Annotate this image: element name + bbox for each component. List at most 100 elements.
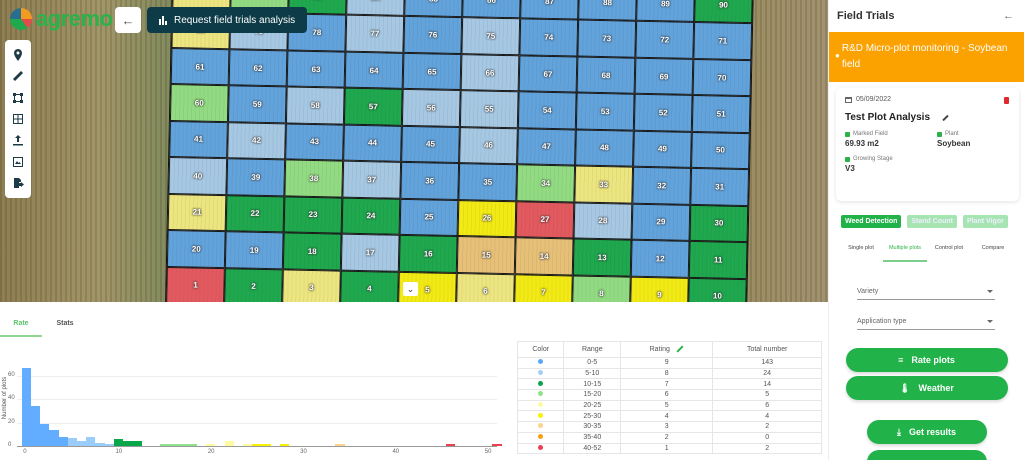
plot-cell[interactable]: 43: [285, 123, 344, 161]
plot-cell[interactable]: 62: [228, 49, 288, 87]
plot-cell[interactable]: 1: [166, 266, 225, 302]
histogram-bar[interactable]: [86, 436, 96, 446]
plot-cell[interactable]: 68: [576, 56, 636, 95]
plot-cell[interactable]: 2: [224, 267, 283, 302]
plot-cell[interactable]: 67: [518, 55, 578, 93]
plot-cell[interactable]: 84: [346, 0, 405, 17]
plot-cell[interactable]: 87: [520, 0, 579, 20]
plot-cell[interactable]: 88: [578, 0, 637, 22]
plot-cell[interactable]: 75: [461, 17, 521, 56]
plot-cell[interactable]: 71: [693, 22, 753, 61]
plot-cell[interactable]: 66: [460, 53, 520, 92]
plot-cell[interactable]: 85: [404, 0, 463, 18]
plot-cell[interactable]: 57: [343, 87, 403, 126]
histogram-bar[interactable]: [30, 406, 41, 446]
plot-cell[interactable]: 31: [690, 168, 750, 206]
plot-cell[interactable]: 24: [341, 197, 401, 235]
histogram-bar[interactable]: [252, 444, 271, 446]
plot-cell[interactable]: 34: [516, 164, 576, 203]
histogram-bar[interactable]: [40, 423, 50, 446]
tab-single-plot[interactable]: Single plot: [848, 245, 874, 251]
plot-cell[interactable]: 70: [692, 58, 752, 97]
plot-cell[interactable]: 76: [403, 16, 463, 54]
plot-cell[interactable]: 33: [574, 165, 634, 204]
plot-cell[interactable]: 59: [227, 85, 287, 124]
plot-cell[interactable]: 32: [632, 166, 692, 205]
plot-cell[interactable]: 18: [282, 232, 342, 271]
tab-plant-vigor[interactable]: Plant Vigor: [963, 215, 1008, 228]
plot-cell[interactable]: 28: [573, 202, 633, 240]
plot-cell[interactable]: 63: [286, 50, 346, 88]
plot-cell[interactable]: 20: [166, 230, 226, 268]
polygon-icon[interactable]: [10, 90, 26, 106]
plot-cell[interactable]: 61: [170, 47, 230, 86]
image-select-icon[interactable]: [10, 154, 26, 170]
plot-cell[interactable]: 16: [398, 234, 458, 273]
plot-cell[interactable]: 17: [340, 233, 400, 272]
plot-cell[interactable]: 22: [225, 194, 285, 233]
plot-cell[interactable]: 12: [630, 239, 690, 278]
upload-icon[interactable]: [10, 132, 26, 148]
variety-select[interactable]: Variety: [857, 284, 995, 300]
plot-cell[interactable]: 89: [636, 0, 695, 23]
plot-cell[interactable]: 6: [456, 272, 515, 302]
plot-cell[interactable]: 40: [168, 157, 228, 195]
tab-control-plot[interactable]: Control plot: [934, 245, 964, 251]
plot-cell[interactable]: 3: [282, 268, 341, 302]
plot-cell[interactable]: 45: [401, 125, 460, 164]
application-type-select[interactable]: Application type: [857, 314, 995, 330]
plot-cell[interactable]: 10: [687, 277, 747, 302]
plot-cell[interactable]: 41: [169, 120, 228, 159]
plot-cell[interactable]: 13: [572, 238, 632, 277]
plot-cell[interactable]: 27: [515, 200, 575, 239]
plot-cell[interactable]: 37: [342, 160, 402, 199]
plot-cell[interactable]: 77: [345, 15, 405, 53]
plot-cell[interactable]: 35: [458, 163, 518, 201]
map-back-button[interactable]: ←: [115, 7, 141, 33]
location-pin-icon[interactable]: [10, 47, 26, 63]
histogram-bar[interactable]: [160, 444, 188, 446]
plot-cell[interactable]: 9: [630, 276, 689, 302]
histogram-bar[interactable]: [446, 444, 456, 446]
delete-trash-icon[interactable]: [1004, 97, 1009, 104]
plot-cell[interactable]: 51: [691, 95, 751, 133]
plot-cell[interactable]: 46: [459, 126, 518, 165]
grid-icon[interactable]: [10, 111, 26, 127]
request-field-trials-button[interactable]: Request field trials analysis: [147, 7, 308, 33]
plot-cell[interactable]: 69: [634, 57, 694, 96]
plot-cell[interactable]: 90: [694, 0, 753, 24]
plot-cell[interactable]: 72: [635, 21, 695, 59]
histogram-bar[interactable]: [77, 441, 87, 446]
edit-rating-pencil-icon[interactable]: [676, 345, 684, 353]
collapse-panel-button[interactable]: ⌄: [403, 282, 418, 296]
histogram-bar[interactable]: [113, 438, 124, 446]
ruler-icon[interactable]: [10, 68, 26, 84]
edit-pencil-icon[interactable]: [942, 114, 949, 121]
histogram-bar[interactable]: [58, 436, 68, 446]
tab-compare[interactable]: Compare: [981, 245, 1005, 251]
histogram-bar[interactable]: [280, 443, 290, 446]
tab-stand-count[interactable]: Stand Count: [907, 215, 957, 228]
plot-cell[interactable]: 11: [688, 241, 748, 279]
plot-cell[interactable]: 58: [285, 86, 345, 125]
plot-cell[interactable]: 50: [691, 131, 750, 170]
plot-cell[interactable]: 30: [689, 204, 749, 243]
plot-cell[interactable]: 48: [575, 129, 634, 167]
weather-button[interactable]: 🌡 Weather: [845, 376, 1008, 400]
plot-cell[interactable]: 26: [457, 199, 517, 238]
histogram-bar[interactable]: [21, 367, 31, 446]
plot-cell[interactable]: 86: [462, 0, 521, 19]
project-banner[interactable]: ● R&D Micro-plot monitoring - Soybean fi…: [829, 32, 1024, 82]
get-results-button[interactable]: ⤓ Get results: [866, 420, 987, 444]
map-view[interactable]: 8182838485868788899080797877767574737271…: [0, 0, 828, 302]
histogram-bar[interactable]: [104, 443, 114, 446]
plot-cell[interactable]: 21: [167, 193, 227, 232]
plot-cell[interactable]: 53: [575, 92, 635, 131]
plot-cell[interactable]: 54: [517, 91, 577, 130]
histogram-bar[interactable]: [206, 444, 216, 446]
histogram-bar[interactable]: [243, 444, 253, 446]
plot-cell[interactable]: 64: [344, 51, 404, 90]
plot-cell[interactable]: 29: [631, 203, 691, 242]
panel-back-arrow-icon[interactable]: ←: [1003, 10, 1014, 22]
plot-cell[interactable]: 4: [340, 270, 399, 302]
